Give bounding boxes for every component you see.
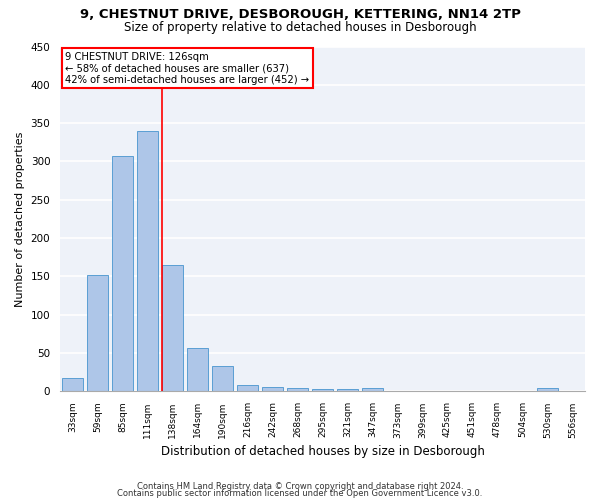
Bar (537, 388, 558, 392)
X-axis label: Distribution of detached houses by size in Desborough: Distribution of detached houses by size … (161, 444, 484, 458)
Bar (362, 388, 383, 392)
Text: 9, CHESTNUT DRIVE, DESBOROUGH, KETTERING, NN14 2TP: 9, CHESTNUT DRIVE, DESBOROUGH, KETTERING… (80, 8, 520, 20)
Bar (87, 275, 108, 392)
Bar (112, 156, 133, 392)
Text: Contains HM Land Registry data © Crown copyright and database right 2024.: Contains HM Land Registry data © Crown c… (137, 482, 463, 491)
Bar (262, 387, 283, 392)
Bar (287, 388, 308, 392)
Bar (237, 384, 258, 392)
Bar (312, 389, 333, 392)
Bar (212, 366, 233, 392)
Bar (162, 265, 183, 392)
Bar (337, 389, 358, 392)
Bar (62, 378, 83, 392)
Bar (137, 131, 158, 392)
Text: Contains public sector information licensed under the Open Government Licence v3: Contains public sector information licen… (118, 490, 482, 498)
Y-axis label: Number of detached properties: Number of detached properties (15, 132, 25, 306)
Text: Size of property relative to detached houses in Desborough: Size of property relative to detached ho… (124, 21, 476, 34)
Text: 9 CHESTNUT DRIVE: 126sqm
← 58% of detached houses are smaller (637)
42% of semi-: 9 CHESTNUT DRIVE: 126sqm ← 58% of detach… (65, 52, 310, 85)
Bar (187, 348, 208, 392)
